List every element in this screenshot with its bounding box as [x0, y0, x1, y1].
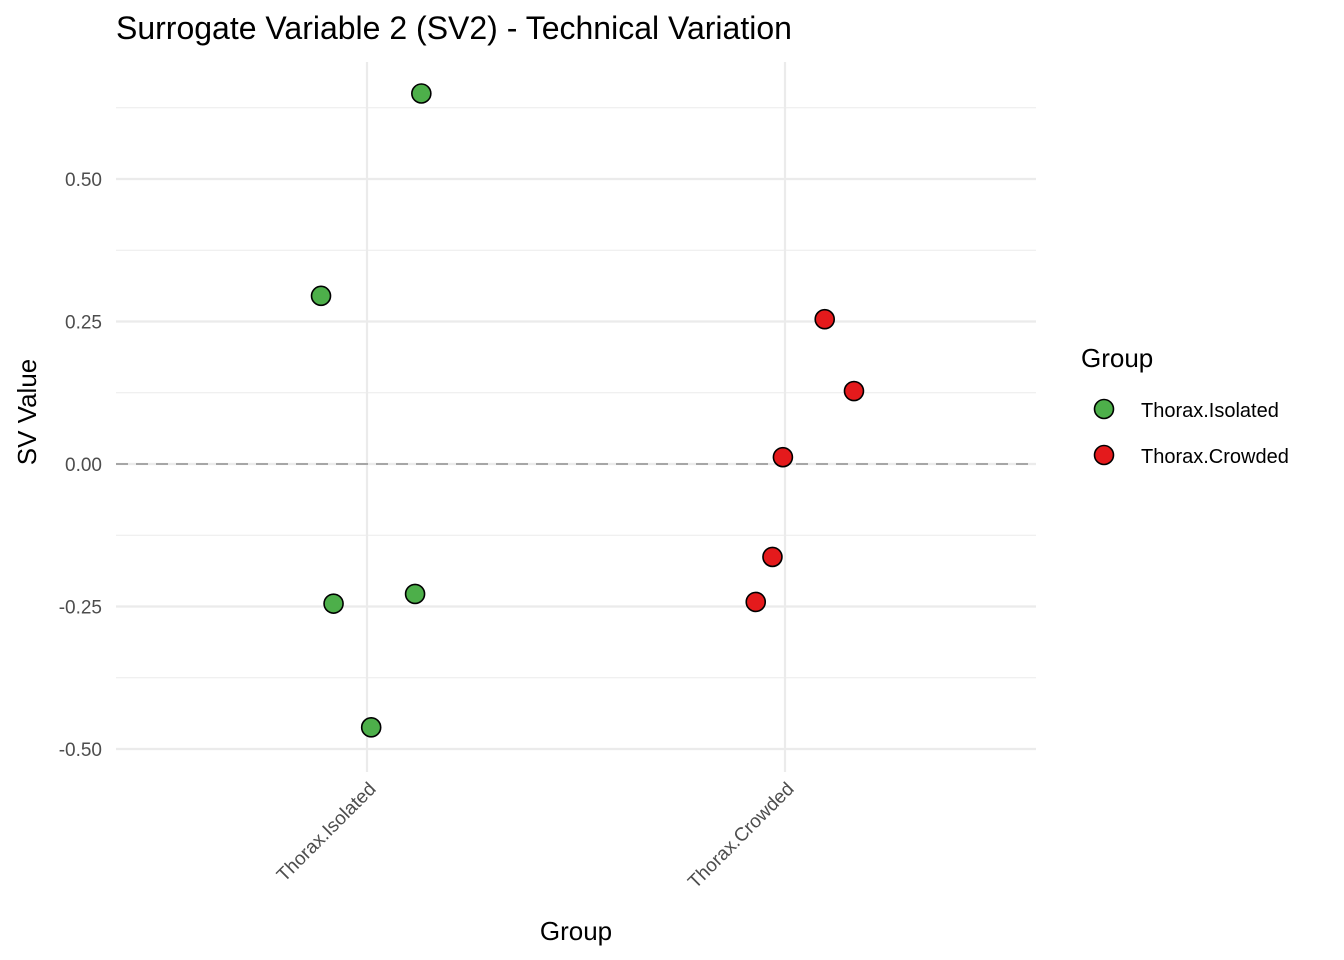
- data-point: [843, 380, 865, 402]
- chart-title: Surrogate Variable 2 (SV2) - Technical V…: [116, 10, 792, 46]
- data-point: [814, 308, 836, 330]
- x-tick-label: Thorax.Isolated: [273, 779, 380, 886]
- data-point: [310, 285, 332, 307]
- legend: Group Thorax.Isolated Thorax.Crowded: [1081, 343, 1289, 468]
- x-tick-label: Thorax.Crowded: [684, 779, 798, 893]
- grid-lines: [116, 62, 1036, 772]
- x-axis-title: Group: [540, 916, 612, 946]
- legend-entries: Thorax.Isolated Thorax.Crowded: [1093, 398, 1289, 468]
- data-point: [323, 593, 344, 614]
- data-point: [411, 83, 432, 104]
- plot-panel: [116, 62, 1036, 772]
- y-tick-label: -0.25: [59, 598, 102, 619]
- data-point: [404, 583, 426, 605]
- legend-label: Thorax.Isolated: [1141, 400, 1279, 422]
- legend-key: [1093, 398, 1115, 420]
- y-tick-label: 0.25: [65, 313, 102, 334]
- y-tick-label: -0.50: [59, 740, 102, 761]
- data-point: [745, 591, 767, 613]
- legend-title: Group: [1081, 343, 1153, 373]
- y-axis-title: SV Value: [12, 359, 42, 465]
- y-tick-label: 0.50: [65, 170, 102, 191]
- data-point: [772, 446, 794, 468]
- data-point: [360, 717, 382, 738]
- data-point: [762, 546, 783, 568]
- y-tick-label: 0.00: [65, 455, 102, 476]
- y-axis-ticks: 0.50 0.25 0.00 -0.25 -0.50: [59, 170, 102, 761]
- legend-label: Thorax.Crowded: [1141, 446, 1289, 468]
- legend-key: [1093, 444, 1115, 466]
- x-axis-ticks: Thorax.Isolated Thorax.Crowded: [273, 779, 798, 893]
- data-points: [310, 83, 865, 738]
